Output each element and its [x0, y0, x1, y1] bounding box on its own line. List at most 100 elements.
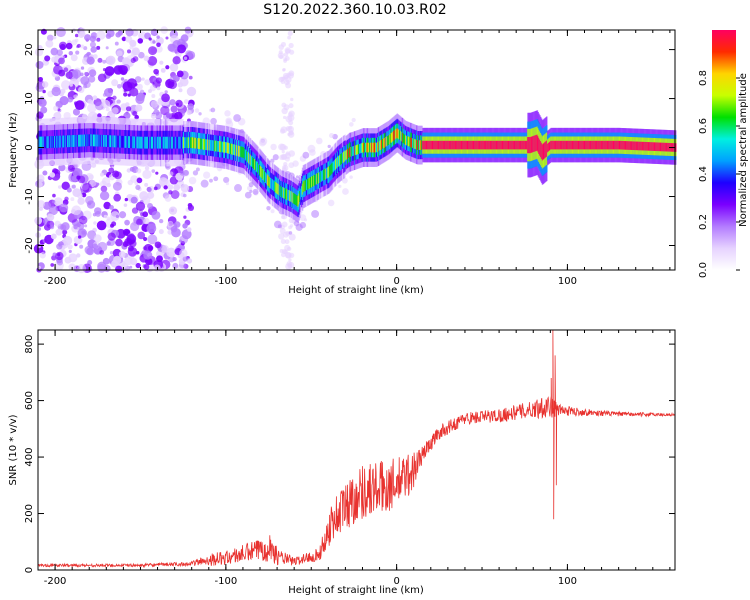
spectrogram-ridge-segment: [365, 142, 368, 153]
spectrogram-cell: [188, 176, 197, 185]
spectrogram-ridge-segment: [168, 136, 171, 149]
spectrogram-cell: [117, 83, 122, 89]
spectrogram-y-tick-label: 20: [24, 43, 35, 56]
spectrogram-cell: [141, 195, 151, 205]
spectrogram-ridge-segment: [178, 136, 181, 149]
spectrogram-cell: [56, 259, 63, 266]
spectrogram-ridge-segment: [226, 142, 229, 154]
spectrogram-ridge-segment: [118, 135, 120, 148]
spectrogram-cell: [35, 61, 44, 69]
spectrogram-cell: [118, 250, 126, 258]
spectrogram-ridge-segment: [221, 141, 224, 153]
spectrogram-cell: [76, 264, 87, 274]
spectrogram-y-label: Frequency (Hz): [8, 112, 19, 188]
spectrogram-ridge-segment: [73, 135, 76, 147]
spectrogram-cell: [280, 79, 285, 85]
spectrogram-cell: [77, 235, 82, 239]
spectrogram-ridge-segment: [343, 151, 346, 163]
spectrogram-ridge-segment: [632, 141, 634, 151]
spectrogram-cell: [122, 262, 128, 269]
spectrogram-ridge-segment: [129, 136, 131, 149]
spectrogram-ridge-segment: [44, 136, 47, 149]
spectrogram-ridge-segment: [38, 136, 40, 149]
spectrogram-ridge-segment: [310, 176, 312, 188]
spectrogram-ridge-segment: [128, 136, 130, 149]
spectrogram-ridge-segment: [500, 140, 503, 150]
spectrogram-cell: [110, 211, 120, 221]
spectrogram-ridge-segment: [416, 139, 418, 150]
spectrogram-ridge-segment: [68, 135, 71, 148]
spectrogram-ridge-segment: [371, 142, 373, 153]
spectrogram-ridge-segment: [266, 174, 269, 186]
spectrogram-cell: [70, 197, 75, 202]
spectrogram-ridge-segment: [153, 136, 155, 149]
spectrogram-ridge-segment: [175, 136, 177, 149]
spectrogram-ridge-segment: [512, 140, 515, 150]
spectrogram-ridge-segment: [80, 134, 83, 147]
spectrogram-cell: [249, 189, 253, 193]
spectrogram-ridge-segment: [663, 142, 666, 152]
spectrogram-ridge-segment: [143, 136, 145, 149]
spectrogram-cell: [51, 200, 56, 204]
spectrogram-cell: [316, 137, 323, 145]
spectrogram-ridge-segment: [281, 186, 283, 198]
spectrogram-ridge-segment: [596, 140, 598, 150]
spectrogram-cell: [64, 196, 69, 201]
spectrogram-ridge-segment: [581, 140, 584, 150]
spectrogram-ridge-segment: [428, 140, 430, 150]
spectrogram-ridge-segment: [205, 139, 207, 150]
spectrogram-ridge-segment: [262, 169, 265, 180]
spectrogram-ridge-segment: [504, 140, 506, 150]
spectrogram-ridge-segment: [79, 134, 82, 147]
spectrogram-ridge-segment: [665, 142, 668, 152]
spectrogram-ridge-segment: [607, 140, 609, 150]
spectrogram-ridge-segment: [509, 140, 511, 150]
spectrogram-ridge-segment: [220, 141, 223, 153]
spectrogram-ridge-segment: [374, 142, 376, 153]
spectrogram-ridge-segment: [338, 155, 341, 167]
spectrogram-cell: [144, 166, 150, 171]
spectrogram-ridge-segment: [158, 136, 160, 149]
spectrogram-ridge-segment: [533, 135, 535, 152]
spectrogram-cell: [285, 151, 290, 156]
spectrogram-cell: [48, 205, 59, 216]
spectrogram-cell: [65, 42, 73, 50]
spectrogram-ridge-segment: [276, 182, 278, 194]
spectrogram-ridge-segment: [198, 138, 200, 150]
spectrogram-ridge-segment: [483, 140, 486, 150]
spectrogram-ridge-segment: [423, 140, 425, 150]
spectrogram-ridge-segment: [192, 137, 195, 149]
spectrogram-cell: [67, 96, 74, 103]
spectrogram-cell: [148, 46, 158, 56]
spectrogram-ridge-segment: [602, 140, 604, 150]
spectrogram-cell: [97, 113, 102, 118]
spectrogram-ridge-segment: [382, 138, 385, 149]
spectrogram-cell: [146, 223, 157, 234]
spectrogram-cell: [169, 63, 179, 72]
spectrogram-cell: [154, 241, 162, 249]
spectrogram-ridge-segment: [67, 135, 70, 148]
spectrogram-ridge-segment: [376, 142, 378, 153]
spectrogram-ridge-segment: [170, 136, 172, 149]
spectrogram-ridge-segment: [284, 188, 287, 200]
spectrogram-cell: [38, 76, 43, 82]
spectrogram-ridge-segment: [217, 140, 219, 152]
spectrogram-cell: [111, 107, 119, 115]
spectrogram-ridge-segment: [384, 137, 387, 148]
spectrogram-ridge-segment: [476, 140, 478, 150]
spectrogram-ridge-segment: [109, 135, 112, 148]
spectrogram-cell: [81, 230, 86, 235]
spectrogram-ridge-segment: [125, 136, 128, 148]
spectrogram-ridge-segment: [528, 137, 531, 154]
spectrogram-cell: [129, 221, 140, 232]
spectrogram-ridge-segment: [264, 171, 266, 182]
spectrogram-cell: [92, 54, 98, 59]
spectrogram-cell: [288, 42, 294, 49]
spectrogram-cell: [87, 202, 92, 206]
spectrogram-ridge-segment: [546, 143, 549, 153]
spectrogram-ridge-segment: [537, 136, 539, 153]
spectrogram-ridge-segment: [48, 136, 50, 149]
spectrogram-cell: [178, 88, 183, 93]
spectrogram-cell: [144, 32, 151, 40]
spectrogram-cell: [104, 66, 115, 76]
